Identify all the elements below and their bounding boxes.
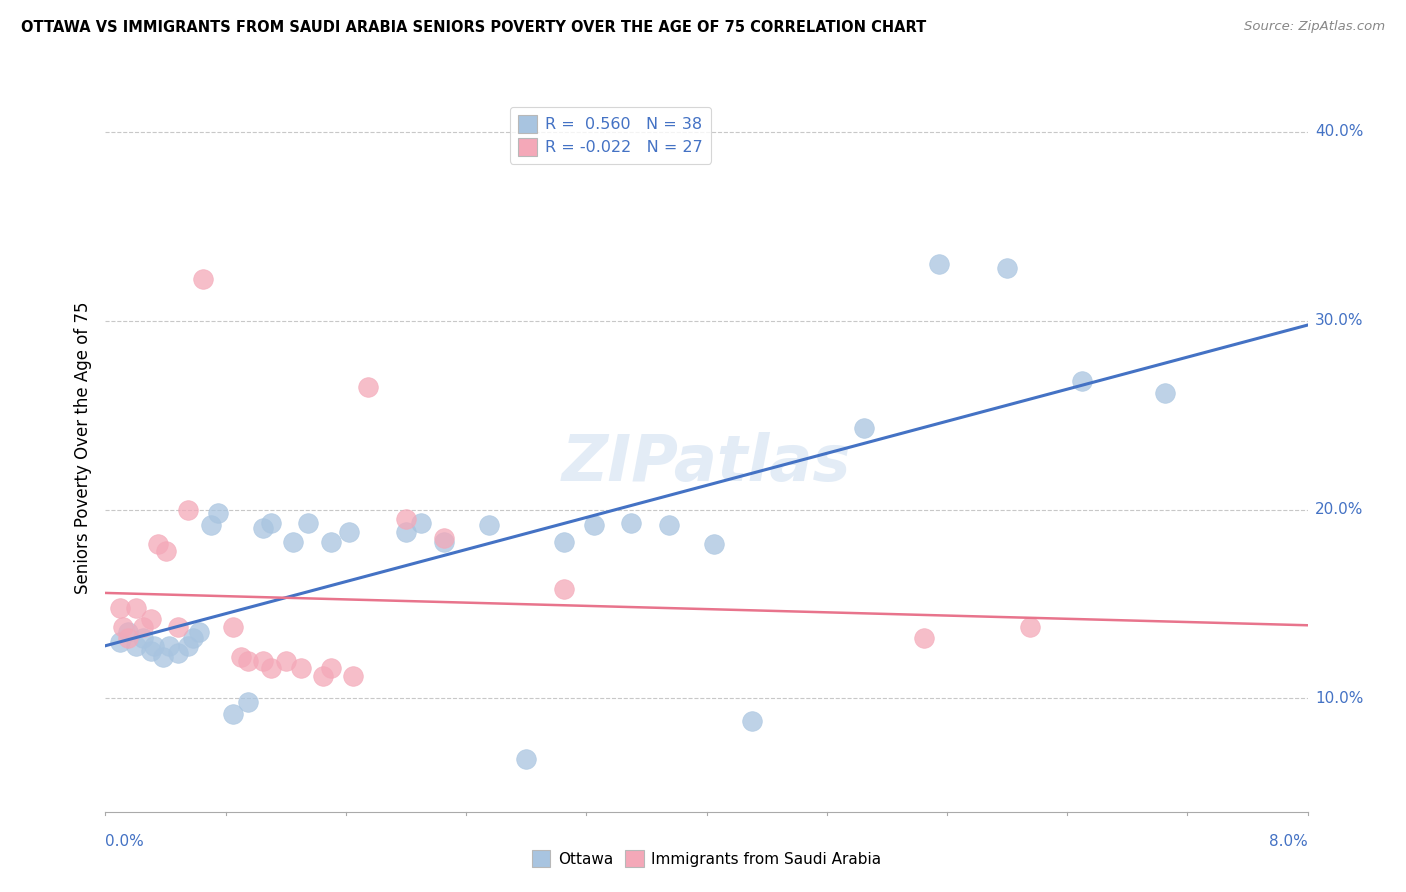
- Point: [312, 669, 335, 683]
- Point: [912, 631, 935, 645]
- Text: 30.0%: 30.0%: [1315, 313, 1364, 328]
- Point: [177, 639, 200, 653]
- Text: 0.0%: 0.0%: [105, 834, 145, 849]
- Point: [478, 517, 501, 532]
- Point: [207, 507, 229, 521]
- Point: [252, 521, 274, 535]
- Point: [928, 257, 950, 271]
- Text: 10.0%: 10.0%: [1315, 691, 1364, 706]
- Point: [110, 634, 132, 648]
- Point: [395, 512, 418, 526]
- Point: [357, 380, 380, 394]
- Point: [181, 631, 204, 645]
- Point: [117, 625, 139, 640]
- Point: [853, 421, 876, 435]
- Point: [260, 661, 283, 675]
- Point: [658, 517, 681, 532]
- Point: [124, 600, 146, 615]
- Text: Source: ZipAtlas.com: Source: ZipAtlas.com: [1244, 20, 1385, 33]
- Point: [139, 612, 162, 626]
- Point: [177, 502, 200, 516]
- Text: 40.0%: 40.0%: [1315, 125, 1364, 139]
- Point: [337, 525, 360, 540]
- Point: [274, 654, 297, 668]
- Point: [283, 534, 305, 549]
- Text: 8.0%: 8.0%: [1268, 834, 1308, 849]
- Point: [432, 531, 454, 545]
- Legend: Ottawa, Immigrants from Saudi Arabia: Ottawa, Immigrants from Saudi Arabia: [526, 844, 887, 873]
- Point: [166, 646, 188, 660]
- Point: [297, 516, 319, 530]
- Point: [553, 582, 575, 596]
- Point: [290, 661, 312, 675]
- Point: [238, 695, 260, 709]
- Point: [553, 534, 575, 549]
- Point: [238, 654, 260, 668]
- Point: [319, 661, 342, 675]
- Point: [582, 517, 605, 532]
- Point: [166, 620, 188, 634]
- Point: [1018, 620, 1040, 634]
- Text: ZIPatlas: ZIPatlas: [562, 432, 851, 494]
- Point: [432, 534, 454, 549]
- Point: [139, 644, 162, 658]
- Point: [222, 620, 245, 634]
- Point: [112, 620, 135, 634]
- Point: [110, 600, 132, 615]
- Point: [132, 631, 155, 645]
- Point: [620, 516, 643, 530]
- Point: [146, 536, 169, 550]
- Point: [124, 639, 146, 653]
- Point: [157, 639, 180, 653]
- Point: [187, 625, 209, 640]
- Point: [222, 706, 245, 721]
- Point: [252, 654, 274, 668]
- Point: [409, 516, 432, 530]
- Point: [152, 649, 174, 664]
- Point: [200, 517, 222, 532]
- Point: [342, 669, 364, 683]
- Point: [1071, 374, 1094, 388]
- Point: [142, 639, 165, 653]
- Point: [229, 649, 252, 664]
- Point: [995, 260, 1018, 275]
- Point: [155, 544, 177, 558]
- Y-axis label: Seniors Poverty Over the Age of 75: Seniors Poverty Over the Age of 75: [73, 302, 91, 594]
- Point: [1153, 385, 1175, 400]
- Point: [395, 525, 418, 540]
- Point: [132, 620, 155, 634]
- Text: OTTAWA VS IMMIGRANTS FROM SAUDI ARABIA SENIORS POVERTY OVER THE AGE OF 75 CORREL: OTTAWA VS IMMIGRANTS FROM SAUDI ARABIA S…: [21, 20, 927, 35]
- Point: [260, 516, 283, 530]
- Point: [515, 752, 537, 766]
- Point: [741, 714, 763, 728]
- Point: [117, 631, 139, 645]
- Point: [319, 534, 342, 549]
- Point: [191, 272, 214, 286]
- Point: [703, 536, 725, 550]
- Text: 20.0%: 20.0%: [1315, 502, 1364, 517]
